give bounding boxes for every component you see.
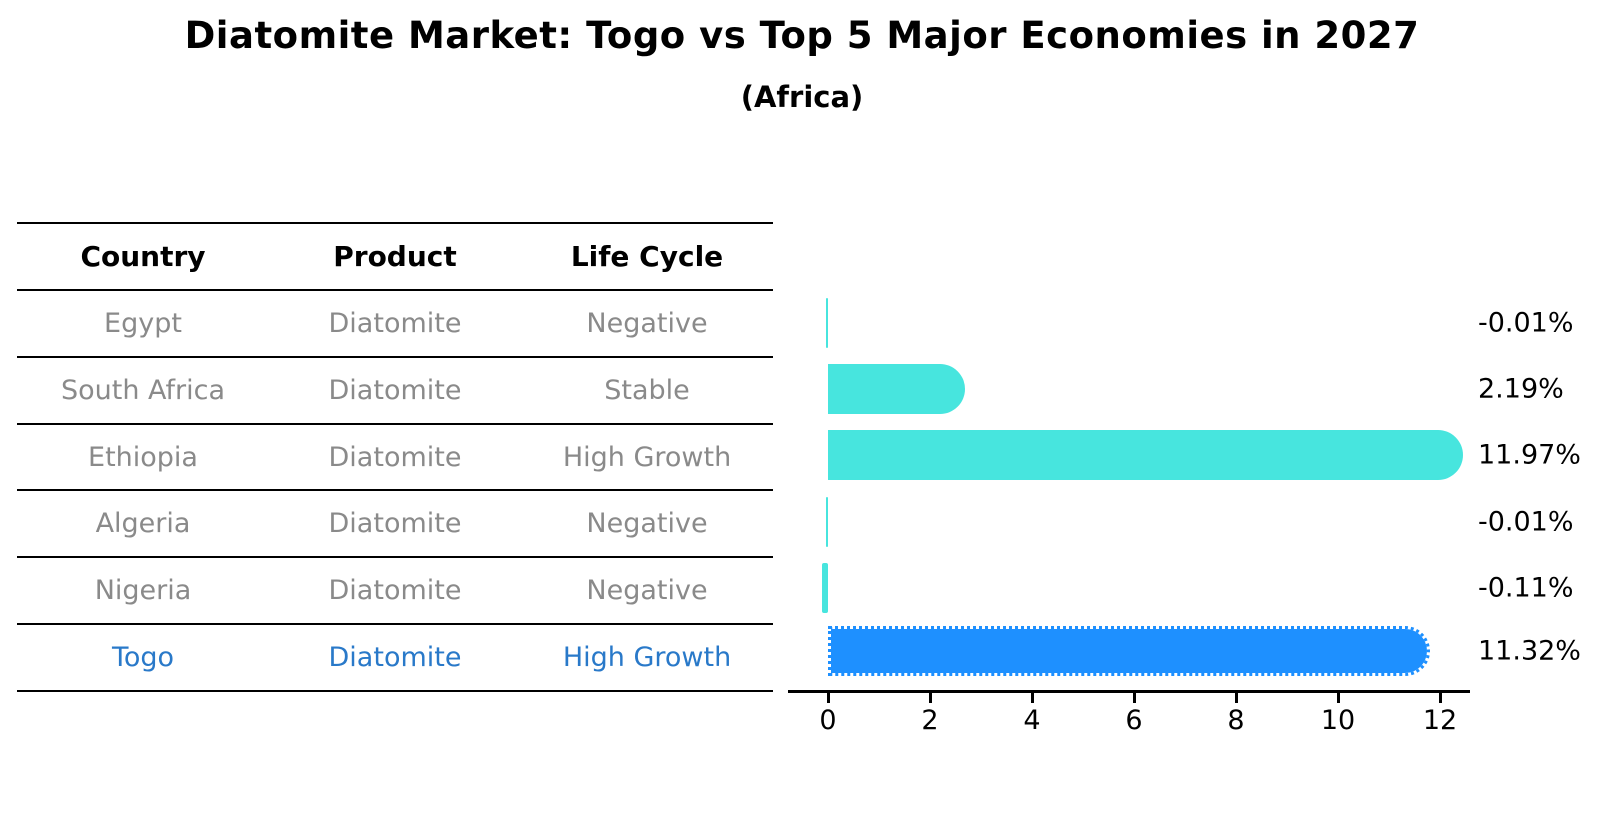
- cell-country: Egypt: [104, 308, 182, 339]
- cell-country: South Africa: [60, 375, 226, 406]
- table-header-product: Product: [333, 240, 457, 273]
- cell-product: Diatomite: [328, 642, 462, 673]
- tick-mark: [1234, 693, 1238, 703]
- chart-subtitle: (Africa): [740, 80, 864, 114]
- tick-mark: [826, 693, 830, 703]
- x-axis: [788, 690, 1470, 693]
- table-header-country: Country: [80, 240, 206, 273]
- cell-life-cycle: Stable: [604, 375, 690, 406]
- table-line: [17, 222, 773, 224]
- bar-ethiopia: [828, 430, 1464, 480]
- cell-product: Diatomite: [328, 375, 462, 406]
- tick-mark: [1438, 693, 1442, 703]
- cell-product: Diatomite: [328, 441, 462, 473]
- cell-life-cycle: High Growth: [562, 642, 732, 673]
- bar-nigeria: [822, 563, 828, 613]
- table-header-row: Country Product Life Cycle: [17, 224, 773, 289]
- table-row-togo: Togo Diatomite High Growth: [17, 625, 773, 690]
- value-label-egypt: -0.01%: [1478, 307, 1574, 338]
- cell-life-cycle: Negative: [586, 508, 708, 539]
- table-row-ethiopia: Ethiopia Diatomite High Growth: [17, 425, 773, 489]
- table-row-algeria: Algeria Diatomite Negative: [17, 491, 773, 556]
- bar-algeria: [826, 496, 828, 547]
- value-label-algeria: -0.01%: [1478, 506, 1574, 537]
- bar-south-africa: [828, 363, 965, 414]
- bar-egypt: [826, 297, 828, 348]
- tick-mark: [1132, 693, 1136, 703]
- cell-country: Ethiopia: [88, 441, 198, 473]
- tick-label: 2: [921, 705, 939, 736]
- table-line: [17, 356, 773, 358]
- table-row-egypt: Egypt Diatomite Negative: [17, 291, 773, 356]
- table-row-nigeria: Nigeria Diatomite Negative: [17, 558, 773, 623]
- tick-label: 4: [1023, 705, 1041, 736]
- tick-label: 10: [1320, 705, 1356, 736]
- cell-life-cycle: High Growth: [562, 441, 732, 473]
- tick-label: 0: [819, 705, 837, 736]
- table-line: [17, 289, 773, 291]
- tick-mark: [1030, 693, 1034, 703]
- value-label-togo: 11.32%: [1478, 635, 1581, 667]
- cell-country: Algeria: [95, 508, 191, 539]
- cell-life-cycle: Negative: [586, 575, 708, 606]
- cell-life-cycle: Negative: [586, 308, 708, 339]
- table-line: [17, 489, 773, 491]
- tick-label: 8: [1227, 705, 1245, 736]
- tick-label: 6: [1125, 705, 1143, 736]
- value-label-south-africa: 2.19%: [1478, 373, 1564, 404]
- tick-mark: [928, 693, 932, 703]
- table-line: [17, 623, 773, 625]
- cell-product: Diatomite: [328, 508, 462, 539]
- table-line: [17, 423, 773, 425]
- tick-label: 12: [1422, 705, 1458, 736]
- cell-country: Togo: [111, 642, 175, 673]
- cell-country: Nigeria: [94, 575, 192, 606]
- table-row-south-africa: South Africa Diatomite Stable: [17, 358, 773, 423]
- cell-product: Diatomite: [328, 575, 462, 606]
- page-title: Diatomite Market: Togo vs Top 5 Major Ec…: [184, 14, 1420, 57]
- value-label-nigeria: -0.11%: [1478, 572, 1574, 604]
- value-label-ethiopia: 11.97%: [1478, 439, 1581, 471]
- bar-togo: [828, 626, 1431, 676]
- table-header-life-cycle: Life Cycle: [570, 240, 724, 273]
- table-line: [17, 690, 773, 692]
- table-line: [17, 556, 773, 558]
- tick-mark: [1336, 693, 1340, 703]
- cell-product: Diatomite: [328, 308, 462, 339]
